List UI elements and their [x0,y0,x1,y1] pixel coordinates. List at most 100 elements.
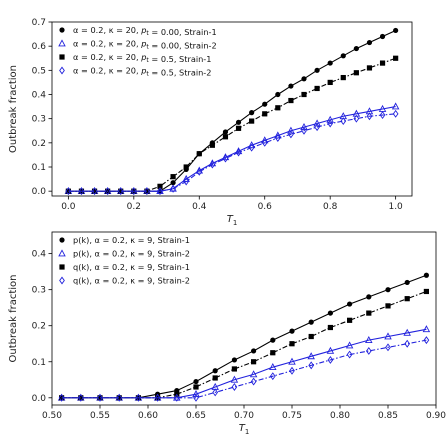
legend-marker [59,237,65,243]
legend-marker [59,54,65,60]
data-point [314,67,320,73]
data-point [340,53,346,59]
data-point [308,361,315,370]
data-point [78,187,85,196]
data-point [327,324,333,331]
chart-panel-1: 0.0 0.2 0.4 0.6 0.8 1.0 0.0 0.1 0.2 0.3 0.4 0.5 0.6 0… [8,18,413,227]
data-point [289,366,295,375]
y-tick-label: 0.4 [32,91,47,101]
y-tick-label: 0.0 [32,394,47,404]
data-point [404,339,411,348]
data-point [327,60,333,66]
data-point [196,151,202,157]
data-point [196,167,203,176]
data-point [193,393,199,402]
legend-label: q(k), α = 0.2, κ = 9, Strain-2 [73,276,190,286]
data-point [58,393,65,402]
data-point [183,177,190,186]
x-tick-label: 0.75 [282,411,302,421]
x-tick-label: 0.8 [323,202,338,212]
data-point [379,33,386,40]
series-2 [57,325,431,401]
data-point [423,336,430,345]
legend-marker [59,264,65,270]
legend-label: α = 0.2, κ = 20, pt = 0.00, Strain-1 [73,25,217,37]
legend: p(k), α = 0.2, κ = 9, Strain-1 p(k), α = … [58,235,190,286]
data-point [366,112,373,121]
data-point [91,188,98,194]
series-line [61,339,427,399]
legend-label: q(k), α = 0.2, κ = 9, Strain-1 [73,262,190,272]
legend: α = 0.2, κ = 20, pt = 0.00, Strain-1 α = … [58,25,217,78]
data-point [65,187,72,196]
data-point [104,187,111,196]
x-axis-label: T1 [227,214,238,227]
data-point [144,187,150,196]
y-tick-label: 0.1 [32,163,46,173]
data-point [212,375,218,381]
y-tick-label: 0.3 [32,286,46,296]
legend-label: p(k), α = 0.2, κ = 9, Strain-2 [73,249,190,259]
data-point [154,393,161,402]
data-point [157,183,163,189]
y-tick-label: 0.0 [32,187,47,197]
y-tick-label: 0.6 [32,42,47,52]
data-point [301,126,307,135]
data-point [301,91,307,98]
data-point [365,335,373,343]
legend-marker [59,276,65,285]
x-tick-label: 0.65 [186,411,206,421]
series-4 [65,109,399,196]
data-point [422,325,431,333]
data-point [365,346,372,355]
data-point [404,279,410,286]
x-tick-label: 0.2 [127,202,141,212]
data-point [287,126,295,134]
data-point [403,328,411,336]
data-point [347,317,353,323]
data-point [392,109,399,118]
data-point [269,363,277,371]
data-point [222,134,229,140]
data-point [135,393,142,402]
x-tick-label: 0.80 [330,411,350,421]
data-point [275,105,281,111]
data-point [353,114,360,123]
data-point [313,119,321,127]
data-point [193,378,199,385]
data-point [250,377,257,386]
data-point [353,70,359,76]
data-point [231,383,238,391]
series-line [61,274,427,399]
data-point [235,148,242,157]
series-line [61,290,427,399]
series-line [61,328,427,399]
data-point [423,272,429,278]
series-1 [59,272,429,401]
data-point [157,187,163,196]
data-point [222,129,229,135]
data-point [183,164,189,170]
legend-label: p(k), α = 0.2, κ = 9, Strain-1 [73,235,190,245]
data-point [231,366,237,372]
data-point [262,111,268,117]
x-tick-label: 0.55 [90,411,110,421]
plot-frame [51,21,413,197]
data-point [270,337,276,343]
data-point [379,60,386,66]
data-point [209,160,216,169]
data-point [130,187,137,196]
data-point [385,343,391,352]
data-point [288,83,294,89]
data-point [209,142,215,148]
data-point [97,395,103,401]
data-point [366,294,372,300]
data-point [212,388,219,397]
y-tick-label: 0.2 [32,139,46,149]
chart-panel-2: 0.50 0.55 0.60 0.65 0.70 0.75 0.80 0.85 0.90 0.0 0… [8,231,446,436]
data-point [327,310,333,316]
y-tick-label: 0.5 [32,66,46,76]
data-point [340,117,347,126]
data-point [385,303,391,309]
data-point [385,287,391,293]
